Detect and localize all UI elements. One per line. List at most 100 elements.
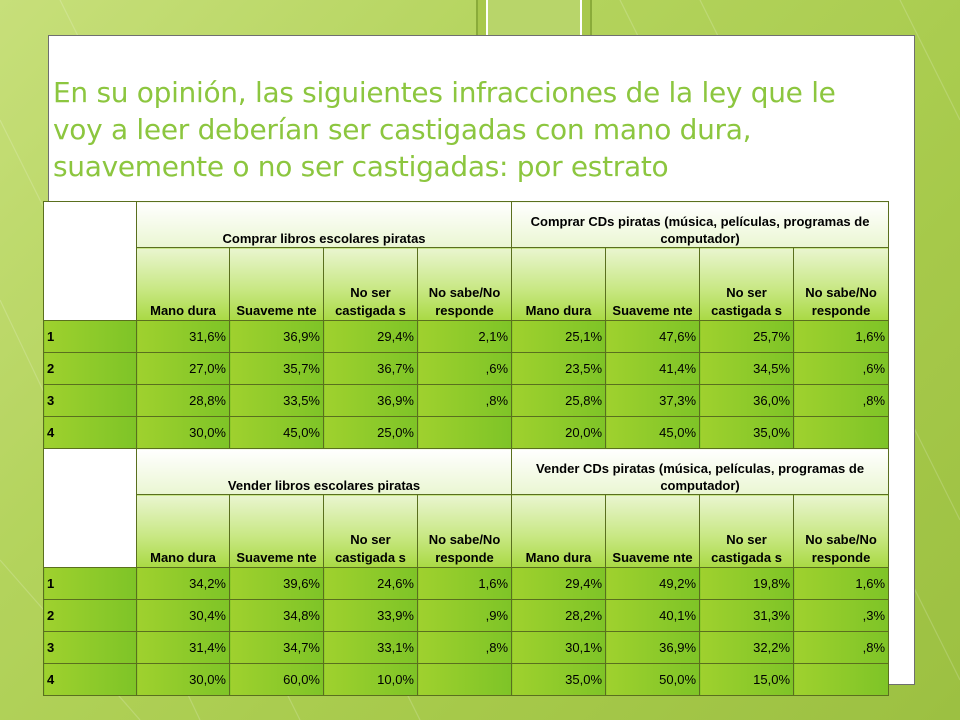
table-corner-cell [43,448,137,568]
table-cell: 34,5% [699,352,795,385]
slide-title: En su opinión, las siguientes infraccion… [53,74,933,185]
table-cell [793,416,890,449]
column-header: No sabe/No responde [416,247,513,321]
stratum-label: 4 [43,416,137,449]
table-cell: 1,6% [793,567,890,600]
group-header: Comprar libros escolares piratas [135,201,513,248]
table-cell: 31,3% [699,599,795,632]
table-cell: 19,8% [699,567,795,600]
column-header: Mano dura [136,494,230,568]
table-cell: 37,3% [605,384,701,417]
table-cell: 30,4% [136,599,230,632]
table-cell: 49,2% [605,567,701,600]
column-header: Mano dura [511,494,607,568]
table-cell [416,663,513,696]
table-cell: 29,4% [323,320,418,353]
title-line: voy a leer deberían ser castigadas con m… [53,113,752,146]
column-header: No ser castigada s [699,494,795,568]
stratum-label: 2 [43,599,137,632]
group-header: Vender CDs piratas (música, películas, p… [511,448,890,495]
table-cell: 34,2% [136,567,230,600]
table-cell: 2,1% [416,320,513,353]
table-cell: 41,4% [605,352,701,385]
table-cell: 40,1% [605,599,701,632]
table-cell: 28,8% [136,384,230,417]
table-cell: ,6% [416,352,513,385]
table-cell: 35,7% [229,352,324,385]
table-cell: 1,6% [793,320,890,353]
table-cell: 36,0% [699,384,795,417]
table-cell: 50,0% [605,663,701,696]
table-cell: 34,8% [229,599,324,632]
table-cell: ,8% [416,384,513,417]
table-cell: ,8% [793,384,890,417]
table-cell: 35,0% [511,663,607,696]
table-cell: 45,0% [229,416,324,449]
table-cell: 28,2% [511,599,607,632]
column-header: Suaveme nte [229,494,324,568]
table-cell: ,8% [793,631,890,664]
table-cell: 20,0% [511,416,607,449]
table-cell: ,9% [416,599,513,632]
table-cell: 60,0% [229,663,324,696]
table-cell: 36,9% [229,320,324,353]
table-cell: ,6% [793,352,890,385]
table-cell: 35,0% [699,416,795,449]
group-header: Vender libros escolares piratas [135,448,513,495]
stratum-label: 1 [43,567,137,600]
table-row: 2 30,4% 34,8% 33,9% ,9% 28,2% 40,1% 31,3% ,3% [43,599,890,632]
group-header: Comprar CDs piratas (música, películas, … [511,201,890,248]
stratum-label: 3 [43,384,137,417]
column-header: No sabe/No responde [793,494,890,568]
table-cell: 36,9% [605,631,701,664]
column-header: Mano dura [511,247,607,321]
title-line: En su opinión, las siguientes infraccion… [53,76,836,109]
table-cell: 33,1% [323,631,418,664]
table-cell: 32,2% [699,631,795,664]
table-row: 4 30,0% 45,0% 25,0% 20,0% 45,0% 35,0% [43,416,890,449]
column-header: No ser castigada s [323,494,418,568]
column-header: Suaveme nte [605,494,701,568]
stratum-label: 3 [43,631,137,664]
table-cell: 24,6% [323,567,418,600]
stratum-label: 2 [43,352,137,385]
column-header: No ser castigada s [699,247,795,321]
column-header: Suaveme nte [605,247,701,321]
table-cell: ,3% [793,599,890,632]
results-table: Comprar libros escolares piratas Comprar … [43,201,890,696]
table-cell: ,8% [416,631,513,664]
table-cell: 25,8% [511,384,607,417]
table-cell: 23,5% [511,352,607,385]
table-row: 3 31,4% 34,7% 33,1% ,8% 30,1% 36,9% 32,2% ,8% [43,631,890,664]
table-row: 1 31,6% 36,9% 29,4% 2,1% 25,1% 47,6% 25,7% 1,6% [43,320,890,353]
table-cell: 36,9% [323,384,418,417]
table-row: 1 34,2% 39,6% 24,6% 1,6% 29,4% 49,2% 19,8% 1,6% [43,567,890,600]
table-cell: 36,7% [323,352,418,385]
column-header: No ser castigada s [323,247,418,321]
table-cell: 25,1% [511,320,607,353]
stratum-label: 4 [43,663,137,696]
column-header: Mano dura [136,247,230,321]
table-cell: 47,6% [605,320,701,353]
stratum-label: 1 [43,320,137,353]
table-cell: 10,0% [323,663,418,696]
table-cell: 15,0% [699,663,795,696]
table-corner-cell [43,201,137,321]
table-cell: 45,0% [605,416,701,449]
table-cell: 30,0% [136,416,230,449]
table-row: 3 28,8% 33,5% 36,9% ,8% 25,8% 37,3% 36,0% ,8% [43,384,890,417]
table-cell: 31,4% [136,631,230,664]
column-header: Suaveme nte [229,247,324,321]
column-header: No sabe/No responde [793,247,890,321]
table-cell [793,663,890,696]
title-line: suavemente o no ser castigadas: por estr… [53,150,669,183]
table-row: 2 27,0% 35,7% 36,7% ,6% 23,5% 41,4% 34,5% ,6% [43,352,890,385]
table-cell: 33,5% [229,384,324,417]
table-cell: 1,6% [416,567,513,600]
table-cell: 31,6% [136,320,230,353]
table-cell: 25,0% [323,416,418,449]
table-cell: 30,0% [136,663,230,696]
table-cell: 27,0% [136,352,230,385]
table-cell [416,416,513,449]
table-cell: 30,1% [511,631,607,664]
